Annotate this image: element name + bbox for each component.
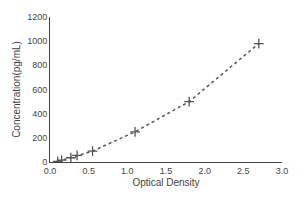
svg-text:0: 0: [42, 157, 47, 167]
svg-text:3.0: 3.0: [276, 166, 289, 176]
svg-text:1.0: 1.0: [121, 166, 134, 176]
svg-text:400: 400: [32, 109, 47, 119]
svg-text:0.5: 0.5: [82, 166, 95, 176]
svg-text:Optical Density: Optical Density: [132, 177, 199, 188]
svg-text:1200: 1200: [27, 12, 47, 22]
svg-text:2.0: 2.0: [198, 166, 211, 176]
svg-text:1.5: 1.5: [160, 166, 173, 176]
svg-text:200: 200: [32, 133, 47, 143]
svg-text:0.0: 0.0: [44, 166, 57, 176]
svg-text:Concentration(pg/mL): Concentration(pg/mL): [11, 41, 22, 138]
svg-text:1000: 1000: [27, 36, 47, 46]
svg-text:800: 800: [32, 60, 47, 70]
svg-text:2.5: 2.5: [237, 166, 250, 176]
svg-text:600: 600: [32, 85, 47, 95]
